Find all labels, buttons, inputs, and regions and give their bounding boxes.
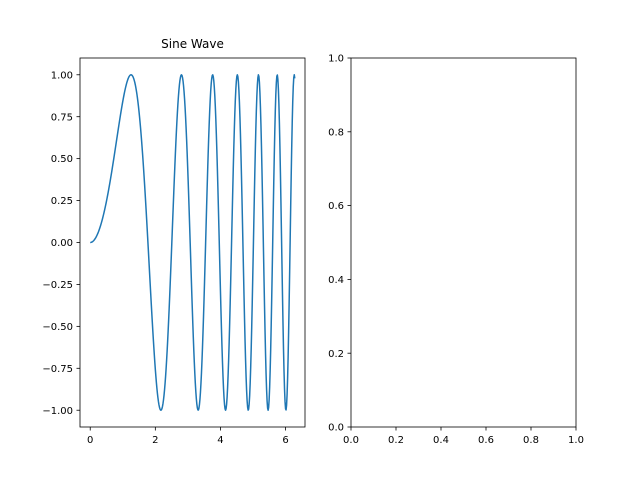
x-tick-label: 4: [217, 435, 223, 446]
y-tick-label: 1.0: [328, 54, 344, 65]
plot-area: [89, 74, 296, 411]
sine-line-series: [89, 74, 296, 411]
y-tick-label: 0.0: [328, 423, 344, 434]
y-tick-label: 0.50: [51, 154, 73, 165]
subplot-empty: 0.0 0.2 0.4 0.6 0.8 1.0 0.0 0.2 0.4 0.6 0.8 1.0: [328, 54, 584, 446]
chart-title: Sine Wave: [161, 37, 224, 51]
x-tick-label: 0.6: [478, 435, 494, 446]
y-tick-label: 0.75: [51, 112, 73, 123]
x-tick-label: 6: [282, 435, 288, 446]
x-tick-label: 0.2: [388, 435, 404, 446]
x-tick-label: 0.8: [523, 435, 539, 446]
y-tick-label: 0.00: [51, 238, 73, 249]
axes-frame: [79, 57, 306, 428]
y-tick-label: 0.4: [328, 275, 344, 286]
x-tick-label: 0.4: [433, 435, 449, 446]
y-tick-label: 1.00: [51, 70, 73, 81]
x-tick-label: 2: [152, 435, 158, 446]
y-tick-label: −1.00: [42, 406, 73, 417]
y-tick-label: 0.6: [328, 201, 344, 212]
subplot-sine-wave: Sine Wave −1.00 −0.75 −0.50 −0.25 0.00 0.25 0.…: [42, 37, 306, 446]
y-axis-ticks: −1.00 −0.75 −0.50 −0.25 0.00 0.25 0.50 0.75 1.00: [42, 70, 80, 417]
x-tick-label: 0.0: [343, 435, 359, 446]
y-axis-ticks: 0.0 0.2 0.4 0.6 0.8 1.0: [328, 54, 351, 434]
y-tick-label: −0.75: [42, 364, 73, 375]
axes-frame: [350, 57, 577, 428]
y-tick-label: 0.8: [328, 127, 344, 138]
x-tick-label: 1.0: [568, 435, 584, 446]
y-tick-label: 0.25: [51, 196, 73, 207]
y-tick-label: −0.25: [42, 280, 73, 291]
x-axis-ticks: 0.0 0.2 0.4 0.6 0.8 1.0: [343, 427, 584, 446]
y-tick-label: −0.50: [42, 322, 73, 333]
y-tick-label: 0.2: [328, 349, 344, 360]
x-tick-label: 0: [87, 435, 93, 446]
x-axis-ticks: 0 2 4 6: [87, 427, 289, 446]
